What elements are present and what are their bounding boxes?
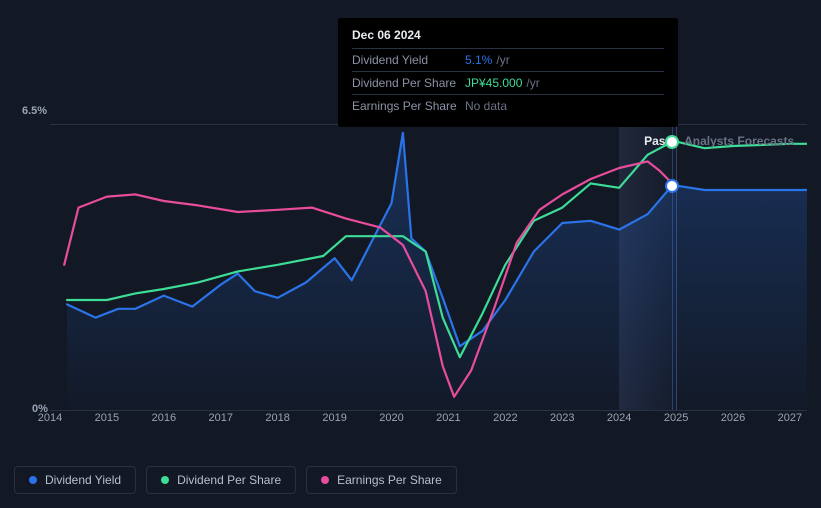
legend-label: Earnings Per Share (337, 473, 442, 487)
tooltip-row: Dividend Yield5.1% /yr (352, 48, 664, 71)
x-axis-tick: 2023 (550, 412, 574, 424)
legend-dot-icon (29, 476, 37, 484)
tooltip-row-label: Dividend Yield (352, 53, 465, 67)
x-axis-tick: 2019 (322, 412, 346, 424)
tooltip-row-value: 5.1% (465, 53, 492, 67)
x-axis-tick: 2025 (664, 412, 688, 424)
forecast-region-label: Analysts Forecasts (684, 134, 794, 148)
x-axis-tick: 2022 (493, 412, 517, 424)
x-axis-tick: 2016 (152, 412, 176, 424)
tooltip-row: Earnings Per ShareNo data (352, 94, 664, 117)
tooltip-row: Dividend Per ShareJP¥45.000/yr (352, 71, 664, 94)
x-axis-tick: 2021 (436, 412, 460, 424)
tooltip-row-value: No data (465, 99, 507, 113)
chart-legend: Dividend Yield Dividend Per Share Earnings… (14, 466, 457, 494)
x-axis-tick: 2017 (209, 412, 233, 424)
chart-plot-area[interactable]: 6.5% 0% Past Analysts Forecasts (50, 110, 807, 410)
legend-dot-icon (321, 476, 329, 484)
y-axis-max-label: 6.5% (22, 105, 47, 117)
series-marker (667, 181, 677, 191)
tooltip-row-label: Earnings Per Share (352, 99, 465, 113)
past-region-label: Past (644, 134, 669, 148)
tooltip-row-unit: /yr (496, 53, 509, 67)
legend-dot-icon (161, 476, 169, 484)
x-axis-tick: 2027 (778, 412, 802, 424)
chart-svg (50, 110, 807, 410)
tooltip-row-unit: /yr (526, 76, 539, 90)
series-marker (667, 137, 677, 147)
x-axis-tick: 2018 (265, 412, 289, 424)
tooltip-row-label: Dividend Per Share (352, 76, 465, 90)
legend-label: Dividend Per Share (177, 473, 281, 487)
x-axis-tick: 2020 (379, 412, 403, 424)
tooltip-date: Dec 06 2024 (352, 28, 664, 48)
chart-container: 6.5% 0% Past Analysts Forecasts 2014 2015… (14, 110, 807, 436)
x-axis-tick: 2024 (607, 412, 631, 424)
legend-item[interactable]: Dividend Yield (14, 466, 136, 494)
x-axis-tick: 2015 (95, 412, 119, 424)
x-axis-tick: 2014 (38, 412, 62, 424)
gridline-bottom (50, 410, 807, 411)
legend-label: Dividend Yield (45, 473, 121, 487)
legend-item[interactable]: Dividend Per Share (146, 466, 296, 494)
legend-item[interactable]: Earnings Per Share (306, 466, 457, 494)
tooltip-row-value: JP¥45.000 (465, 76, 522, 90)
x-axis-tick: 2026 (721, 412, 745, 424)
chart-tooltip: Dec 06 2024 Dividend Yield5.1%/yrDividen… (338, 18, 678, 127)
